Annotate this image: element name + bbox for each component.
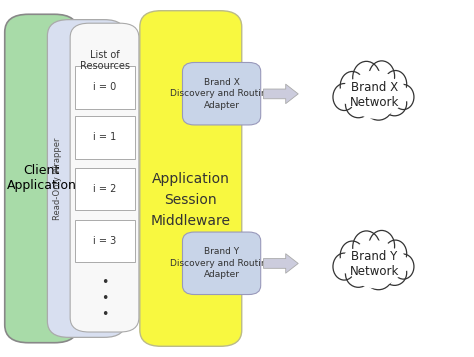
Ellipse shape xyxy=(348,240,401,288)
Ellipse shape xyxy=(381,90,404,109)
Text: Brand X
Network: Brand X Network xyxy=(350,81,399,109)
Ellipse shape xyxy=(392,86,410,103)
Ellipse shape xyxy=(383,91,407,116)
Ellipse shape xyxy=(371,73,394,95)
Ellipse shape xyxy=(348,89,373,110)
Ellipse shape xyxy=(381,259,404,278)
Ellipse shape xyxy=(392,256,410,273)
FancyBboxPatch shape xyxy=(140,11,242,346)
Text: •
•
•: • • • xyxy=(101,276,109,321)
Text: i = 0: i = 0 xyxy=(93,82,117,92)
FancyBboxPatch shape xyxy=(5,14,78,343)
Text: Brand X
Discovery and Routing
Adapter: Brand X Discovery and Routing Adapter xyxy=(171,78,273,110)
Ellipse shape xyxy=(346,260,371,287)
FancyBboxPatch shape xyxy=(75,66,135,109)
Text: Client
Application: Client Application xyxy=(7,165,76,192)
Ellipse shape xyxy=(338,85,358,104)
FancyBboxPatch shape xyxy=(75,116,135,159)
FancyBboxPatch shape xyxy=(182,232,261,295)
Text: Read-Only Wrapper: Read-Only Wrapper xyxy=(54,137,62,220)
FancyBboxPatch shape xyxy=(47,20,126,337)
Ellipse shape xyxy=(343,249,365,270)
Ellipse shape xyxy=(343,79,365,100)
Ellipse shape xyxy=(348,258,373,280)
Text: i = 3: i = 3 xyxy=(93,236,117,246)
Ellipse shape xyxy=(393,254,414,279)
Ellipse shape xyxy=(353,61,380,94)
Ellipse shape xyxy=(333,84,356,111)
Ellipse shape xyxy=(365,263,392,290)
Ellipse shape xyxy=(384,240,407,267)
Text: i = 1: i = 1 xyxy=(93,132,117,142)
Text: Brand Y
Network: Brand Y Network xyxy=(350,250,399,278)
Ellipse shape xyxy=(346,91,371,118)
Ellipse shape xyxy=(333,253,356,280)
Text: i = 2: i = 2 xyxy=(93,184,117,194)
Ellipse shape xyxy=(369,231,394,261)
Ellipse shape xyxy=(384,71,407,97)
FancyBboxPatch shape xyxy=(70,23,139,332)
Ellipse shape xyxy=(356,73,381,97)
Ellipse shape xyxy=(348,71,401,119)
Ellipse shape xyxy=(340,71,365,100)
Ellipse shape xyxy=(340,241,365,270)
Ellipse shape xyxy=(384,249,405,268)
FancyBboxPatch shape xyxy=(182,62,261,125)
Ellipse shape xyxy=(356,242,381,267)
Ellipse shape xyxy=(393,85,414,110)
Ellipse shape xyxy=(369,61,394,92)
Ellipse shape xyxy=(353,231,380,264)
FancyArrowPatch shape xyxy=(264,254,298,273)
Ellipse shape xyxy=(365,260,391,282)
Ellipse shape xyxy=(371,242,394,265)
Text: List of
Resources: List of Resources xyxy=(80,50,129,71)
FancyBboxPatch shape xyxy=(75,168,135,210)
Ellipse shape xyxy=(338,255,358,274)
Text: Application
Session
Middleware: Application Session Middleware xyxy=(151,172,231,227)
FancyArrowPatch shape xyxy=(264,84,298,104)
Ellipse shape xyxy=(384,79,405,99)
Ellipse shape xyxy=(383,260,407,285)
Ellipse shape xyxy=(365,93,392,120)
Text: Brand Y
Discovery and Routing
Adapter: Brand Y Discovery and Routing Adapter xyxy=(171,247,273,279)
FancyBboxPatch shape xyxy=(75,220,135,262)
Ellipse shape xyxy=(365,91,391,112)
